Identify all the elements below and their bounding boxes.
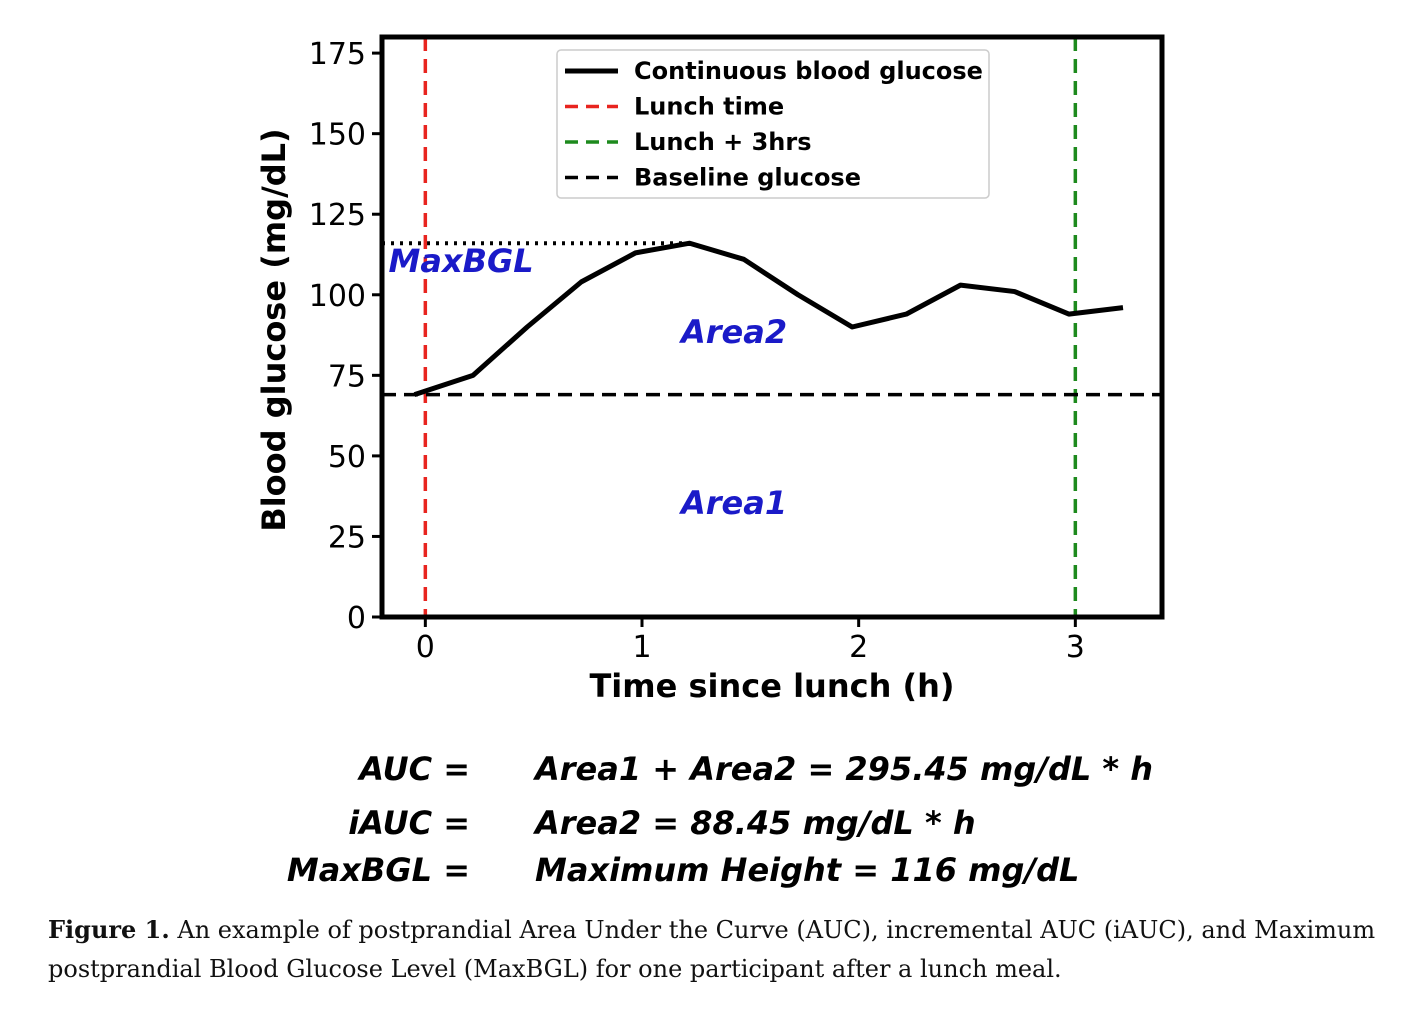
iauc-expression: Area2 = 88.45 mg/dL * h bbox=[535, 804, 976, 842]
series-line-glucose bbox=[413, 240, 1124, 398]
auc-label: AUC = bbox=[359, 750, 470, 788]
y-tick-label: 150 bbox=[309, 118, 366, 153]
y-tick-label: 175 bbox=[309, 37, 366, 72]
x-tick-label: 1 bbox=[632, 630, 651, 665]
caption-label: Figure 1. bbox=[48, 915, 170, 944]
legend-box bbox=[556, 49, 990, 199]
y-tick-label: 75 bbox=[328, 359, 366, 394]
legend: Continuous blood glucose Lunch time Lunch … bbox=[556, 49, 990, 199]
x-tick-label: 2 bbox=[849, 630, 868, 665]
x-tick-label: 0 bbox=[416, 630, 435, 665]
auc-expression: Area1 + Area2 = 295.45 mg/dL * h bbox=[535, 750, 1154, 788]
caption-text: An example of postprandial Area Under th… bbox=[48, 916, 1376, 983]
iauc-label: iAUC = bbox=[348, 804, 470, 842]
y-tick-label: 100 bbox=[309, 279, 366, 314]
maxbgl-expression: Maximum Height = 116 mg/dL bbox=[535, 851, 1080, 889]
maxbgl-label: MaxBGL = bbox=[286, 851, 470, 889]
y-tick-label: 50 bbox=[328, 440, 366, 475]
y-axis-label: Blood glucose (mg/dL) bbox=[255, 128, 293, 531]
plot-frame bbox=[379, 34, 1165, 620]
figure-caption: Figure 1. An example of postprandial Are… bbox=[48, 910, 1388, 989]
legend-label: Lunch time bbox=[634, 93, 784, 121]
legend-label: Baseline glucose bbox=[634, 164, 861, 192]
annotation-maxbgl: MaxBGL bbox=[389, 242, 534, 280]
x-tick-label: 3 bbox=[1066, 630, 1085, 665]
glucose-chart: MaxBGL Area2 Area1 0 1 2 3 0 25 50 75 100 125 150 175… bbox=[255, 34, 1165, 705]
legend-label: Lunch + 3hrs bbox=[634, 128, 812, 156]
y-tick-label: 125 bbox=[309, 198, 366, 233]
y-tick-label: 0 bbox=[347, 601, 366, 636]
y-tick-label: 25 bbox=[328, 520, 366, 555]
legend-label: Continuous blood glucose bbox=[634, 57, 983, 85]
annotation-area2: Area2 bbox=[678, 313, 787, 351]
x-axis-label: Time since lunch (h) bbox=[589, 667, 954, 705]
annotation-area1: Area1 bbox=[678, 484, 787, 522]
